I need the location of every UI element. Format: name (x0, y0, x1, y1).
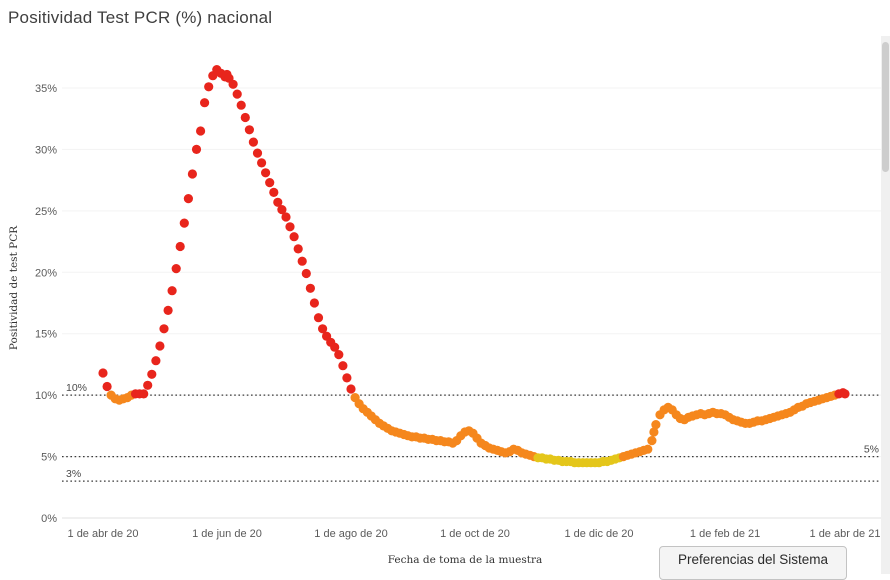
scrollbar-track[interactable] (881, 36, 890, 574)
y-tick-label: 15% (35, 329, 57, 341)
y-tick-label: 5% (41, 452, 57, 464)
data-point[interactable] (159, 324, 169, 334)
plot-area: 0% 5% 10% 15% 20% 25% 30% 35% 1 de abr de 20 1 de… (35, 65, 881, 540)
y-tick-label: 10% (35, 390, 57, 402)
data-point[interactable] (289, 232, 299, 242)
data-point[interactable] (236, 100, 246, 110)
x-tick-label: 1 de feb de 21 (690, 528, 760, 540)
x-tick-label: 1 de abr de 21 (810, 528, 881, 540)
data-point[interactable] (309, 298, 319, 308)
data-point[interactable] (293, 244, 303, 254)
data-point[interactable] (171, 264, 181, 274)
data-point[interactable] (179, 218, 189, 228)
data-point[interactable] (240, 112, 250, 123)
y-axis-title: Positividad de test PCR (8, 225, 20, 350)
reference-line-label: 3% (66, 468, 81, 480)
data-point[interactable] (342, 373, 352, 383)
data-point[interactable] (98, 368, 108, 378)
reference-line-label: 5% (864, 444, 879, 456)
data-point[interactable] (643, 444, 653, 454)
data-point[interactable] (269, 187, 279, 197)
data-point[interactable] (301, 268, 311, 279)
reference-line-label: 10% (66, 382, 87, 394)
data-point[interactable] (313, 313, 324, 323)
data-point[interactable] (281, 212, 291, 222)
chart-title: Positividad Test PCR (%) nacional (8, 8, 273, 27)
y-tick-label: 20% (35, 267, 57, 279)
x-tick-label: 1 de dic de 20 (564, 528, 633, 540)
data-point[interactable] (651, 420, 661, 430)
data-point[interactable] (330, 342, 340, 352)
y-tick-label: 35% (35, 83, 57, 95)
data-point[interactable] (257, 158, 267, 168)
data-point[interactable] (252, 148, 263, 158)
data-point[interactable] (265, 178, 275, 188)
data-point[interactable] (200, 98, 210, 108)
data-point[interactable] (228, 79, 238, 89)
data-point[interactable] (151, 356, 161, 366)
data-point[interactable] (840, 389, 850, 399)
data-point[interactable] (143, 380, 153, 390)
x-axis-title: Fecha de toma de la muestra (388, 554, 543, 566)
data-point[interactable] (277, 205, 287, 215)
data-point[interactable] (244, 125, 254, 135)
x-tick-label: 1 de jun de 20 (192, 528, 262, 540)
data-point[interactable] (183, 194, 193, 204)
data-point[interactable] (191, 144, 202, 154)
data-point[interactable] (175, 241, 185, 252)
data-point[interactable] (155, 341, 165, 351)
data-point[interactable] (196, 126, 206, 136)
data-point[interactable] (647, 436, 657, 446)
data-point[interactable] (273, 197, 283, 207)
data-point[interactable] (147, 369, 157, 379)
y-tick-label: 25% (35, 206, 57, 218)
y-tick-label: 0% (41, 513, 57, 525)
data-point[interactable] (334, 350, 344, 360)
data-point[interactable] (232, 89, 242, 99)
data-point[interactable] (649, 427, 659, 437)
data-point[interactable] (139, 389, 149, 399)
data-point[interactable] (297, 256, 307, 266)
data-point[interactable] (346, 384, 356, 394)
x-tick-label: 1 de ago de 20 (314, 528, 387, 540)
data-point[interactable] (167, 286, 177, 296)
system-preferences-button[interactable]: Preferencias del Sistema (659, 546, 847, 580)
x-tick-label: 1 de abr de 20 (68, 528, 139, 540)
x-tick-label: 1 de oct de 20 (440, 528, 510, 540)
data-point[interactable] (285, 222, 295, 232)
data-point[interactable] (204, 82, 214, 92)
data-point[interactable] (102, 381, 112, 392)
scrollbar-thumb[interactable] (882, 42, 889, 172)
data-point[interactable] (305, 283, 315, 293)
data-point[interactable] (318, 324, 328, 334)
data-point[interactable] (248, 137, 258, 147)
data-point[interactable] (163, 305, 173, 315)
y-tick-label: 30% (35, 144, 57, 156)
data-point[interactable] (338, 361, 348, 371)
data-point[interactable] (187, 169, 197, 179)
data-point[interactable] (261, 168, 271, 178)
